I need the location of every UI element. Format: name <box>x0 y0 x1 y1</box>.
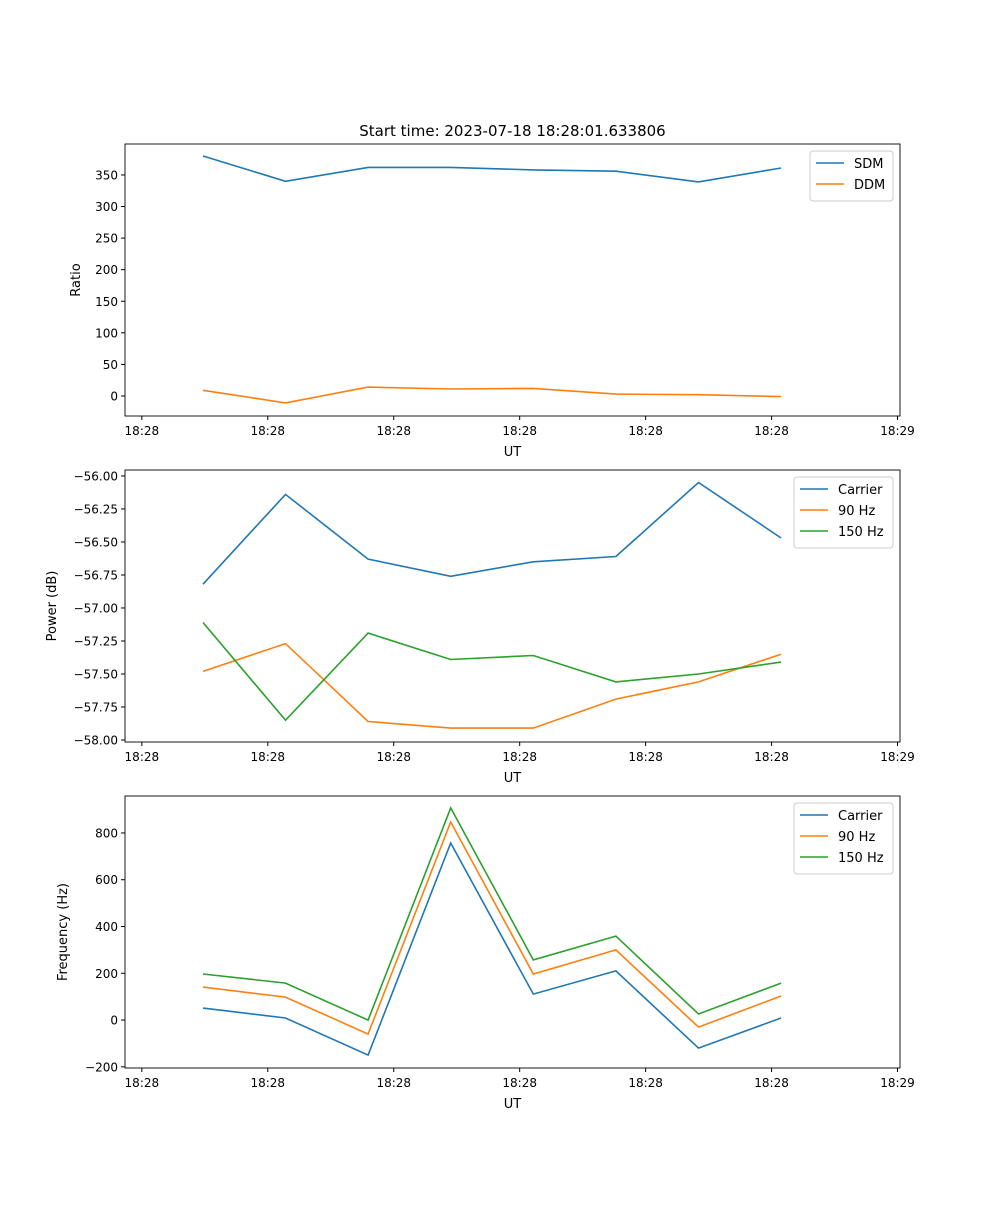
y-tick-label: −58.00 <box>74 734 118 748</box>
legend-label: 150 Hz <box>838 525 884 540</box>
y-tick-label: 350 <box>95 168 118 182</box>
subplot-3: 18:28 18:28 18:28 18:28 18:28 18:28 18:29 UT −20… <box>56 795 915 1112</box>
y-tick-label: 200 <box>95 967 118 981</box>
x-tick-label: 18:28 <box>628 424 663 438</box>
legend: SDM DDM <box>809 150 894 202</box>
axes-frame <box>124 469 901 743</box>
x-tick-label: 18:28 <box>125 424 160 438</box>
y-tick-label: −57.50 <box>74 668 118 682</box>
series-line-90-hz <box>202 820 782 1036</box>
x-tick-label: 18:28 <box>502 424 537 438</box>
series-line-carrier <box>202 841 782 1057</box>
y-tick-label: 600 <box>95 873 118 887</box>
y-tick-label: 400 <box>95 920 118 934</box>
x-tick-label: 18:28 <box>754 750 789 764</box>
y-axis-label: Ratio <box>69 263 84 296</box>
axes-frame <box>124 143 901 417</box>
x-axis-label: UT <box>504 1097 522 1112</box>
y-tick-label: 250 <box>95 232 118 246</box>
y-tick-label: 150 <box>95 295 118 309</box>
x-tick-label: 18:29 <box>880 750 915 764</box>
series-line-150-hz <box>202 806 782 1022</box>
x-tick-label: 18:28 <box>376 1076 411 1090</box>
x-tick-label: 18:28 <box>628 750 663 764</box>
series-line-carrier <box>202 481 782 585</box>
x-tick-label: 18:28 <box>628 1076 663 1090</box>
x-tick-label: 18:29 <box>880 1076 915 1090</box>
x-tick-label: 18:28 <box>250 750 285 764</box>
series-line-150-hz <box>202 621 782 722</box>
legend: Carrier 90 Hz 150 Hz <box>793 476 894 549</box>
legend-label: SDM <box>854 157 883 172</box>
legend-label: Carrier <box>838 809 883 824</box>
series-line-sdm <box>202 155 782 183</box>
subplot-2: 18:28 18:28 18:28 18:28 18:28 18:28 18:29 UT −58… <box>45 469 915 786</box>
x-tick-label: 18:28 <box>376 750 411 764</box>
legend-label: 150 Hz <box>838 851 884 866</box>
y-tick-label: −56.75 <box>74 568 118 582</box>
x-tick-label: 18:28 <box>250 1076 285 1090</box>
y-tick-label: −200 <box>85 1060 118 1074</box>
series-line-ddm <box>202 386 782 404</box>
series-line-90-hz <box>202 642 782 729</box>
y-tick-label: 800 <box>95 826 118 840</box>
y-tick-label: −57.75 <box>74 701 118 715</box>
y-tick-label: 0 <box>110 1014 118 1028</box>
x-tick-label: 18:28 <box>502 1076 537 1090</box>
y-axis-label: Frequency (Hz) <box>56 883 71 981</box>
y-tick-label: −57.00 <box>74 601 118 615</box>
y-tick-label: 300 <box>95 200 118 214</box>
legend-label: Carrier <box>838 483 883 498</box>
x-tick-label: 18:28 <box>250 424 285 438</box>
legend-label: 90 Hz <box>838 830 875 845</box>
chart-title: Start time: 2023-07-18 18:28:01.633806 <box>359 122 665 140</box>
x-tick-label: 18:28 <box>754 424 789 438</box>
y-tick-label: −56.50 <box>74 535 118 549</box>
y-tick-label: 100 <box>95 326 118 340</box>
legend-label: DDM <box>854 178 885 193</box>
y-tick-label: 0 <box>110 389 118 403</box>
y-axis-label: Power (dB) <box>45 571 60 642</box>
y-tick-label: −57.25 <box>74 634 118 648</box>
x-tick-label: 18:28 <box>754 1076 789 1090</box>
legend-label: 90 Hz <box>838 504 875 519</box>
x-axis-label: UT <box>504 445 522 460</box>
y-tick-label: −56.00 <box>74 469 118 483</box>
subplot-1: Start time: 2023-07-18 18:28:01.633806 18… <box>69 122 915 460</box>
axes-frame <box>124 795 901 1069</box>
y-tick-label: 200 <box>95 263 118 277</box>
x-tick-label: 18:29 <box>880 424 915 438</box>
y-tick-label: 50 <box>103 358 118 372</box>
x-tick-label: 18:28 <box>125 750 160 764</box>
y-tick-label: −56.25 <box>74 502 118 516</box>
x-tick-label: 18:28 <box>125 1076 160 1090</box>
x-tick-label: 18:28 <box>376 424 411 438</box>
x-axis-label: UT <box>504 771 522 786</box>
legend: Carrier 90 Hz 150 Hz <box>793 802 894 875</box>
x-tick-label: 18:28 <box>502 750 537 764</box>
